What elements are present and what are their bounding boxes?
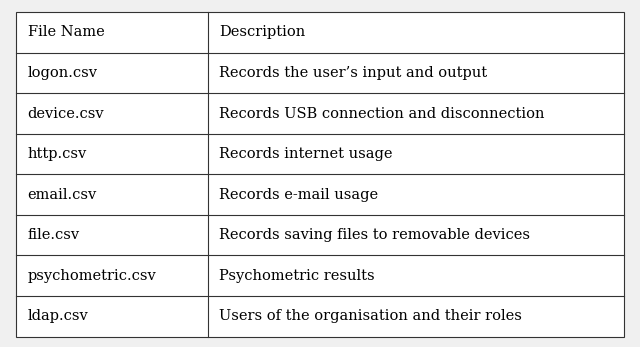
Text: Records e-mail usage: Records e-mail usage: [219, 188, 378, 202]
Text: email.csv: email.csv: [28, 188, 97, 202]
Text: Description: Description: [219, 25, 305, 40]
Text: File Name: File Name: [28, 25, 104, 40]
Text: Records USB connection and disconnection: Records USB connection and disconnection: [219, 107, 545, 120]
Text: Psychometric results: Psychometric results: [219, 269, 374, 283]
Text: logon.csv: logon.csv: [28, 66, 97, 80]
Text: device.csv: device.csv: [28, 107, 104, 120]
Text: psychometric.csv: psychometric.csv: [28, 269, 156, 283]
Text: Records internet usage: Records internet usage: [219, 147, 392, 161]
Text: http.csv: http.csv: [28, 147, 87, 161]
Text: ldap.csv: ldap.csv: [28, 309, 88, 323]
Text: Records the user’s input and output: Records the user’s input and output: [219, 66, 487, 80]
Text: Users of the organisation and their roles: Users of the organisation and their role…: [219, 309, 522, 323]
Text: file.csv: file.csv: [28, 228, 79, 242]
Text: Records saving files to removable devices: Records saving files to removable device…: [219, 228, 530, 242]
